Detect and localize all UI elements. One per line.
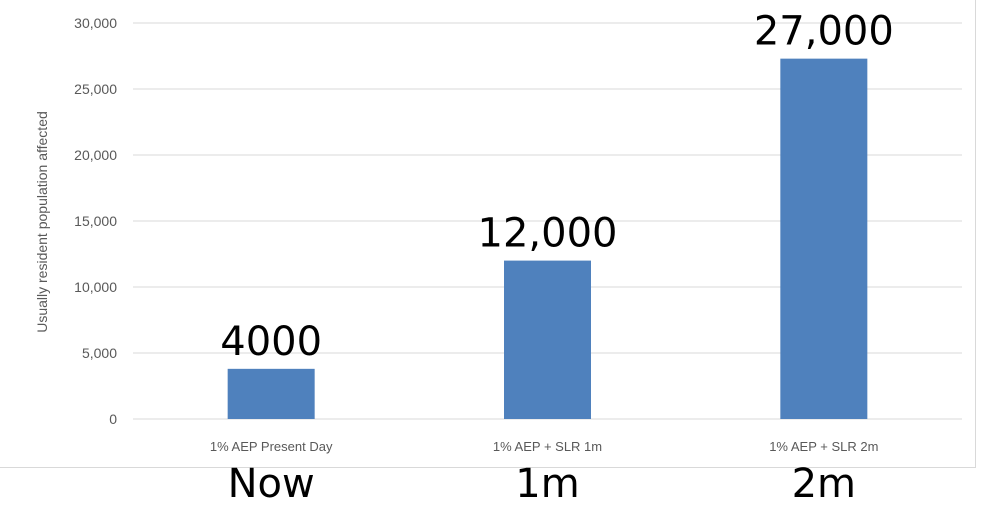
data-labels: 4000 12,000 27,000 [220, 9, 894, 365]
y-tick-label: 15,000 [74, 213, 117, 229]
caption-label: 2m [792, 461, 856, 507]
y-tick-label: 25,000 [74, 81, 117, 97]
data-label: 4000 [220, 319, 322, 365]
y-tick-label: 30,000 [74, 15, 117, 31]
chart-frame [0, 0, 976, 468]
y-tick-label: 20,000 [74, 147, 117, 163]
x-category-label: 1% AEP Present Day [210, 439, 333, 454]
bar [780, 58, 868, 419]
y-tick-label: 5,000 [82, 345, 117, 361]
x-category-label: 1% AEP + SLR 2m [769, 439, 878, 454]
y-axis-ticks: 0 5,000 10,000 15,000 20,000 25,000 30,000 [74, 15, 117, 427]
y-tick-label: 10,000 [74, 279, 117, 295]
bar [504, 260, 591, 419]
y-axis-title: Usually resident population affected [34, 111, 50, 333]
captions: Now 1m 2m [228, 461, 856, 507]
caption-label: 1m [515, 461, 579, 507]
y-tick-label: 0 [109, 411, 117, 427]
x-category-label: 1% AEP + SLR 1m [493, 439, 602, 454]
bar [227, 368, 315, 419]
bars [227, 58, 868, 419]
caption-label: Now [228, 461, 315, 507]
data-label: 27,000 [754, 9, 894, 55]
x-axis-categories: 1% AEP Present Day 1% AEP + SLR 1m 1% AEP … [210, 439, 879, 454]
data-label: 12,000 [478, 211, 618, 257]
